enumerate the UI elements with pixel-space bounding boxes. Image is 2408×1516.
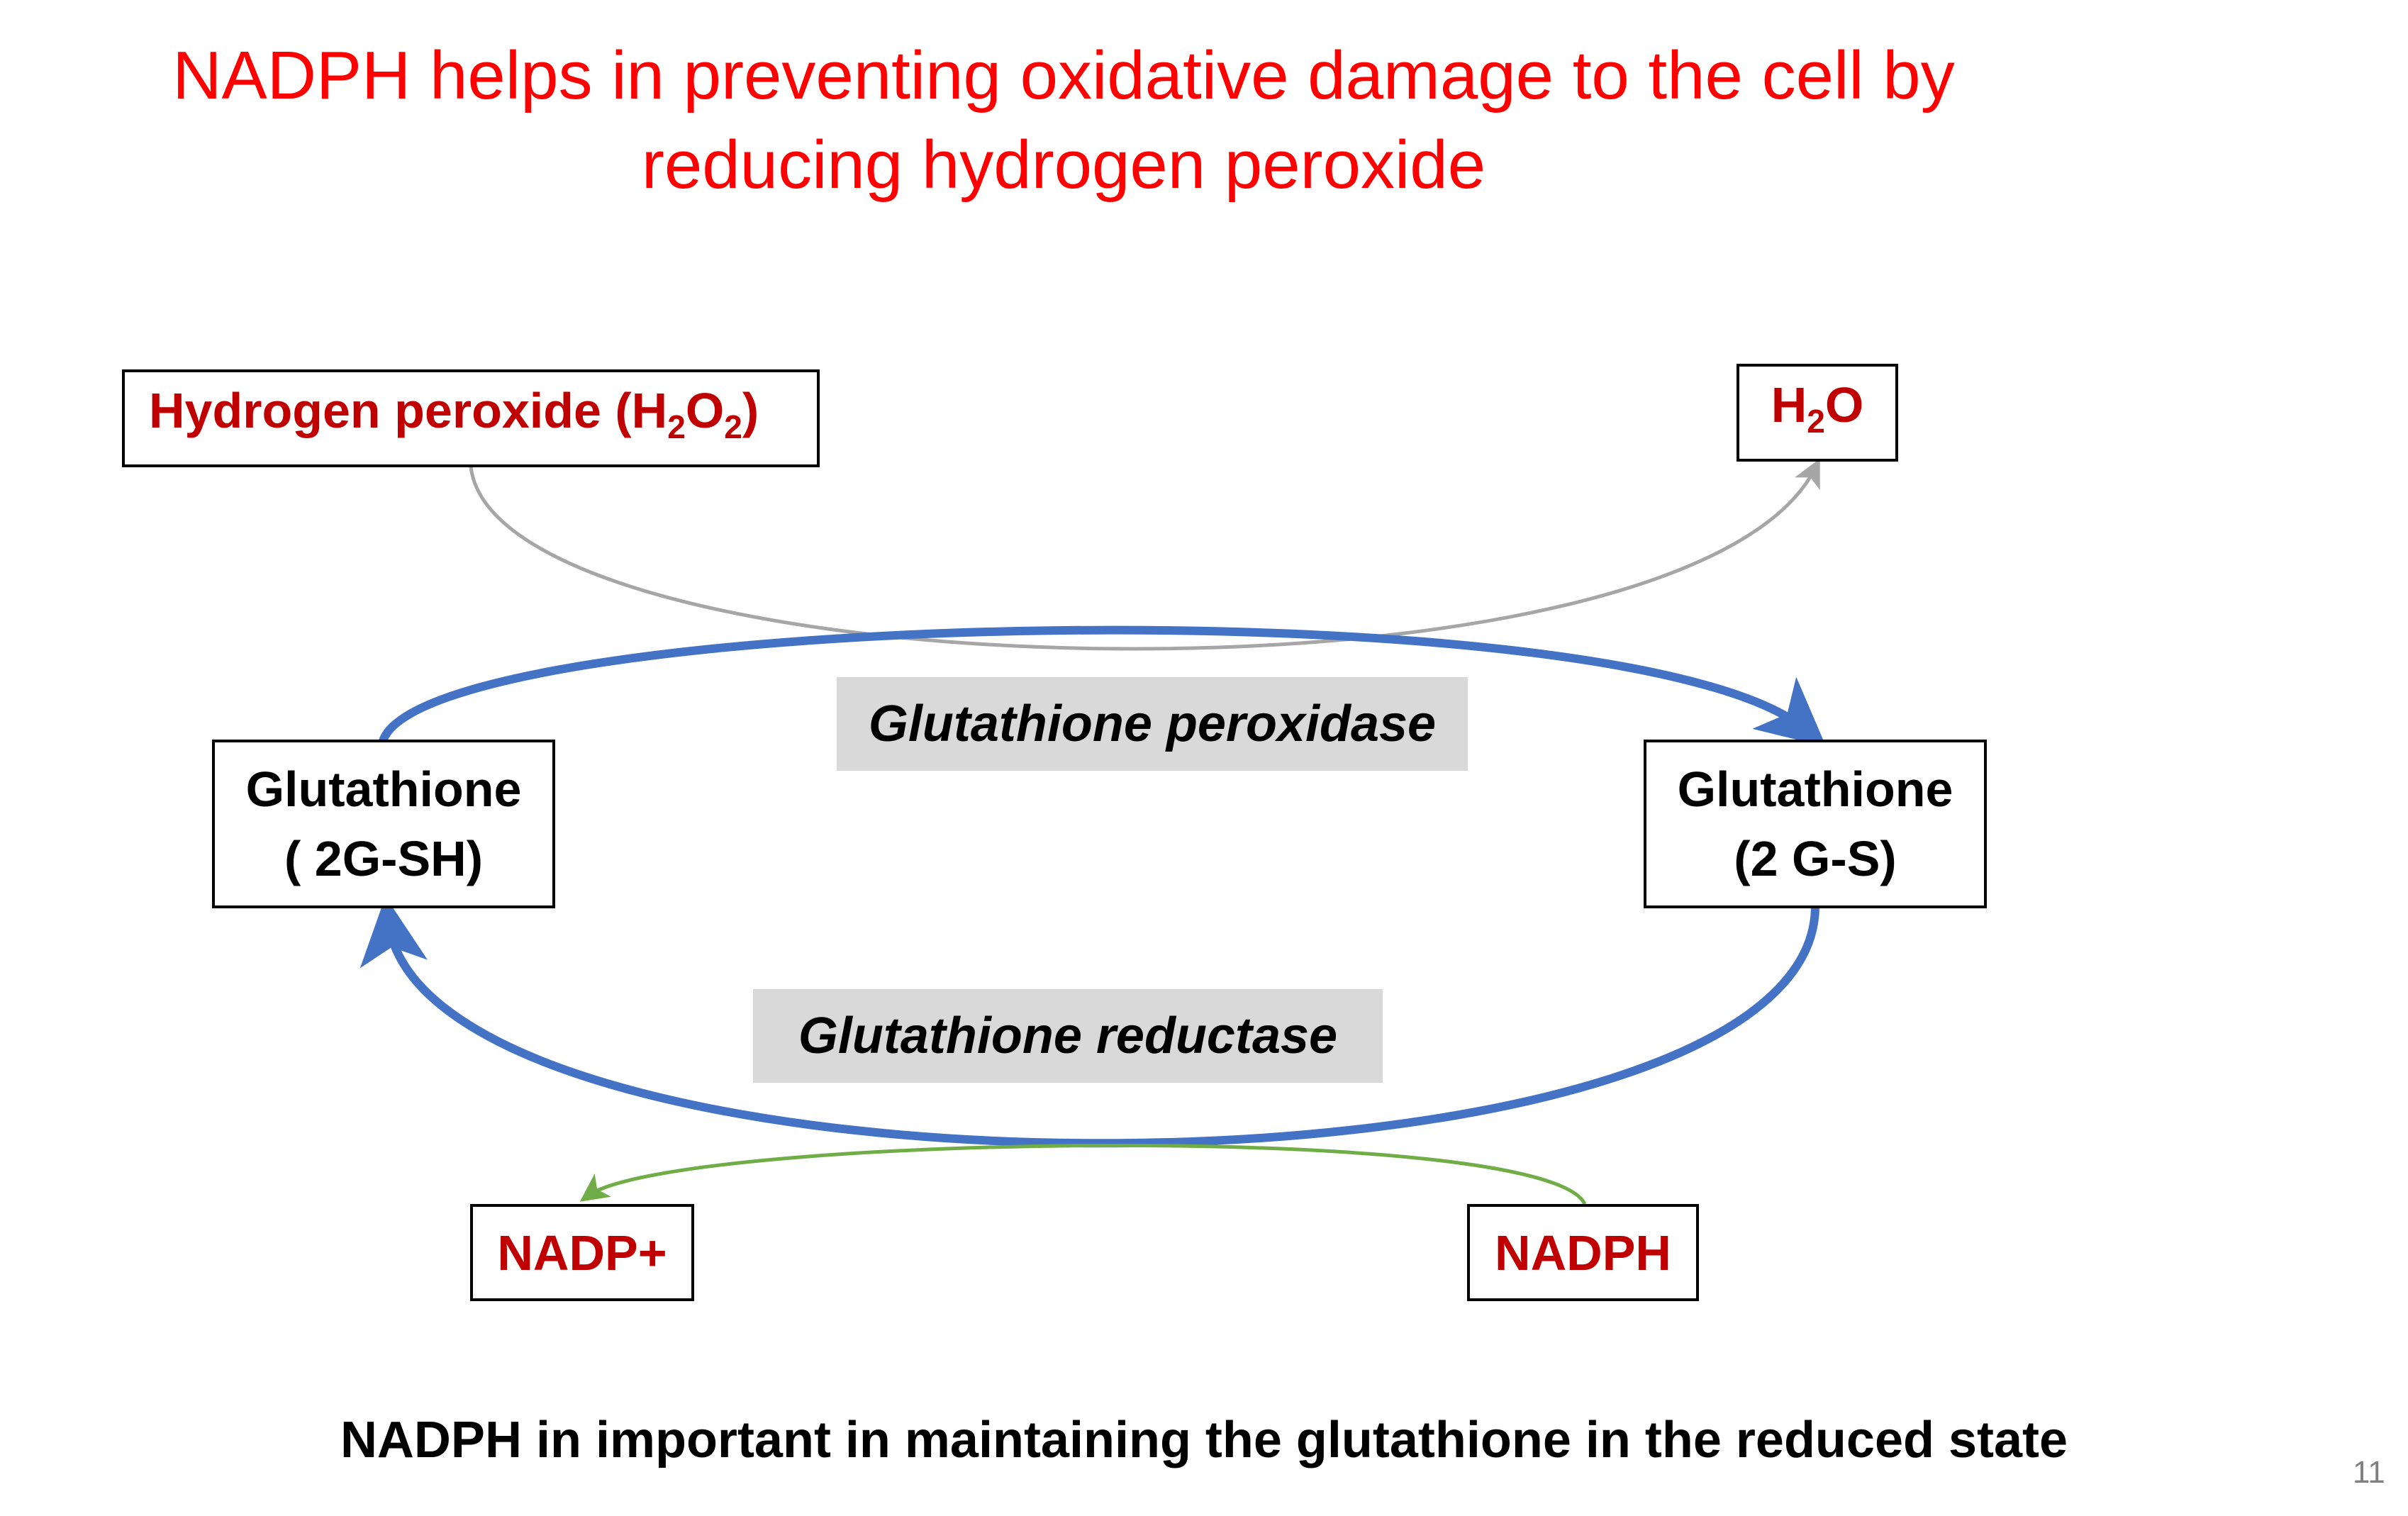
reduced-glutathione-node: Glutathione ( 2G-SH) [212,740,555,908]
glutathione-reductase-label: Glutathione reductase [753,989,1383,1083]
reductase-arrow [360,896,1819,1148]
slide-title-line2: reducing hydrogen peroxide [641,127,1486,203]
peroxidase-arrow [379,625,1827,747]
h2o2-to-h2o-arrow [469,458,1820,651]
gsh-line1: Glutathione [245,762,522,817]
nadph-label: NADPH [1495,1225,1671,1281]
nadph-to-nadp-arrow [579,1143,1587,1205]
slide-title-line1: NADPH helps in preventing oxidative dama… [172,38,1955,113]
h2o2-label: Hydrogen peroxide (H2O2) [149,382,759,445]
gssg-line2: (2 G-S) [1734,831,1897,886]
hydrogen-peroxide-node: Hydrogen peroxide (H2O2) [122,369,820,467]
nadp-label: NADP+ [497,1225,667,1281]
h2o-label: H2O [1771,377,1864,440]
slide-caption: NADPH in important in maintaining the gl… [340,1412,2068,1468]
gsh-line2: ( 2G-SH) [284,831,483,886]
page-number: 11 [2353,1455,2385,1490]
water-node: H2O [1737,364,1898,462]
nadp-node: NADP+ [470,1204,694,1301]
nadph-node: NADPH [1467,1204,1699,1301]
gssg-line1: Glutathione [1677,762,1953,817]
oxidized-glutathione-node: Glutathione (2 G-S) [1644,740,1987,908]
glutathione-peroxidase-label: Glutathione peroxidase [837,677,1468,771]
